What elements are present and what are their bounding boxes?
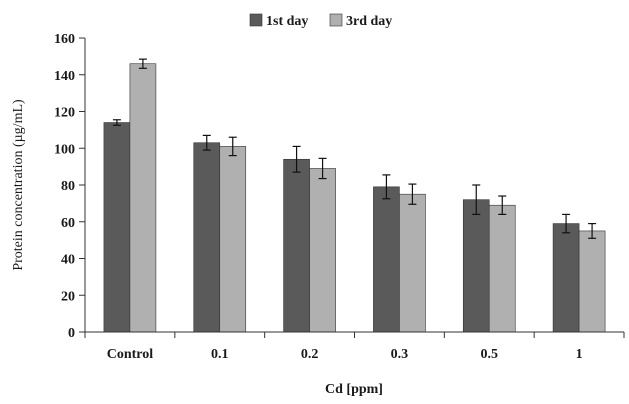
x-tick-label: Control: [107, 347, 154, 362]
x-tick-label: 0.1: [211, 347, 229, 362]
y-tick-label: 40: [61, 253, 75, 268]
legend-swatch-1st-day: [249, 13, 263, 27]
bar-1st-day: [373, 186, 400, 333]
y-tick-label: 160: [54, 32, 75, 47]
bar-3rd-day: [129, 63, 157, 333]
bar-3rd-day: [488, 204, 516, 333]
y-axis-title: Protein concentration (µg/mL): [11, 99, 26, 271]
x-tick-label: 1: [576, 347, 583, 362]
bar-3rd-day: [309, 168, 336, 333]
error-bars: [112, 58, 597, 239]
x-tick-label: 0.5: [481, 347, 499, 362]
bar-1st-day: [462, 199, 490, 333]
legend-label-3rd-day: 3rd day: [346, 14, 392, 29]
x-axis-ticks: Control 0.1 0.2 0.3 0.5 1: [84, 332, 625, 362]
y-tick-label: 120: [54, 106, 75, 121]
y-tick-label: 100: [54, 142, 75, 157]
y-axis-ticks: 0 20 40 60 80 100 120 140 160: [54, 32, 85, 341]
legend-swatch-3rd-day: [329, 13, 343, 27]
bar-3rd-day: [399, 193, 426, 333]
bar-3rd-day: [219, 146, 247, 333]
bar-1st-day: [283, 158, 310, 333]
x-tick-label: 0.2: [301, 347, 319, 362]
x-tick-label: 0.3: [391, 347, 409, 362]
bar-1st-day: [193, 142, 221, 333]
y-tick-label: 0: [68, 326, 75, 341]
legend-label-1st-day: 1st day: [266, 14, 308, 29]
y-tick-label: 140: [54, 69, 75, 84]
y-tick-label: 20: [61, 289, 75, 304]
y-tick-label: 60: [61, 216, 75, 231]
bars: [103, 63, 606, 333]
legend: 1st day 3rd day: [249, 13, 392, 29]
bar-3rd-day: [578, 230, 606, 333]
x-axis-title: Cd [ppm]: [325, 382, 383, 397]
y-tick-label: 80: [61, 179, 75, 194]
bar-1st-day: [103, 122, 131, 333]
bar-1st-day: [552, 223, 580, 333]
